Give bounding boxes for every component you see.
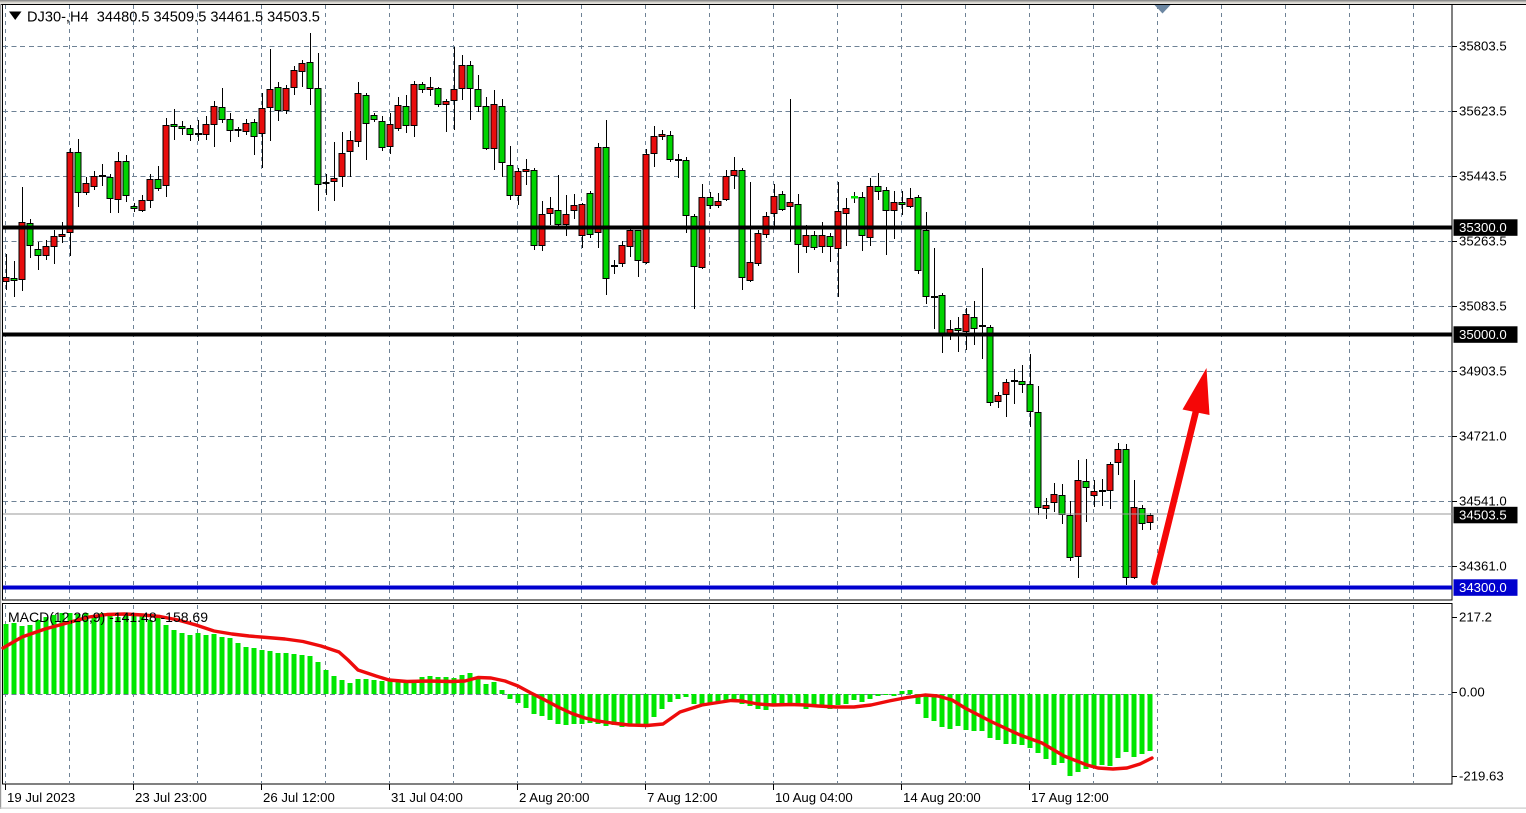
svg-text:10 Aug 04:00: 10 Aug 04:00 [775, 790, 853, 805]
svg-text:34721.0: 34721.0 [1459, 429, 1507, 444]
svg-text:35300.0: 35300.0 [1459, 220, 1507, 235]
svg-text:19 Jul 2023: 19 Jul 2023 [7, 790, 75, 805]
svg-text:MACD(12,26,9) -141.48 -158.69: MACD(12,26,9) -141.48 -158.69 [8, 609, 208, 625]
svg-text:2 Aug 20:00: 2 Aug 20:00 [519, 790, 589, 805]
svg-text:14 Aug 20:00: 14 Aug 20:00 [903, 790, 981, 805]
svg-text:-219.63: -219.63 [1459, 769, 1504, 784]
svg-text:35623.5: 35623.5 [1459, 104, 1507, 119]
svg-text:35263.5: 35263.5 [1459, 234, 1507, 249]
svg-text:35083.5: 35083.5 [1459, 299, 1507, 314]
svg-text:17 Aug 12:00: 17 Aug 12:00 [1031, 790, 1109, 805]
svg-text:34541.0: 34541.0 [1459, 494, 1507, 509]
svg-text:34300.0: 34300.0 [1459, 580, 1507, 595]
svg-text:23 Jul 23:00: 23 Jul 23:00 [135, 790, 207, 805]
svg-text:34361.0: 34361.0 [1459, 559, 1507, 574]
svg-text:26 Jul 12:00: 26 Jul 12:00 [263, 790, 335, 805]
svg-text:35803.5: 35803.5 [1459, 39, 1507, 54]
svg-text:35000.0: 35000.0 [1459, 327, 1507, 342]
svg-text:217.2: 217.2 [1459, 610, 1492, 625]
svg-text:34903.5: 34903.5 [1459, 364, 1507, 379]
svg-text:31 Jul 04:00: 31 Jul 04:00 [391, 790, 463, 805]
svg-text:0.00: 0.00 [1459, 685, 1485, 700]
svg-text:7 Aug 12:00: 7 Aug 12:00 [647, 790, 717, 805]
svg-text:35443.5: 35443.5 [1459, 169, 1507, 184]
svg-text:DJ30-,H4 34480.5 34509.5 3446: DJ30-,H4 34480.5 34509.5 34461.5 34503.5 [27, 10, 320, 26]
svg-text:34503.5: 34503.5 [1459, 508, 1507, 523]
